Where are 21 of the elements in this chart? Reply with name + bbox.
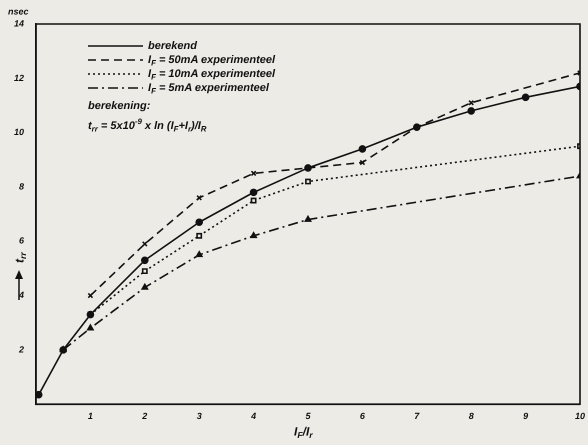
y-axis-title: trr: [12, 252, 28, 263]
text: nsec: [8, 6, 29, 16]
legend-label: berekend: [148, 40, 198, 52]
y-tick-label: 14: [14, 18, 24, 28]
y-tick-label: 12: [14, 72, 24, 83]
annotation: berekening:: [88, 100, 151, 112]
x-tick-label: 7: [414, 411, 420, 422]
y-tick-label: 2: [18, 344, 24, 354]
x-tick-label: 8: [468, 411, 474, 422]
x-tick-label: 1: [88, 411, 93, 422]
y-tick-label: 10: [14, 127, 24, 138]
x-tick-label: 2: [141, 411, 148, 422]
x-tick-label: 5: [305, 411, 312, 422]
y-tick-label: 6: [18, 236, 25, 246]
x-tick-label: 10: [574, 411, 585, 422]
x-tick-label: 9: [523, 411, 528, 422]
y-tick-label: 4: [18, 290, 24, 300]
y-tick-label: 8: [18, 181, 24, 192]
x-tick-label: 3: [196, 411, 202, 422]
x-tick-label: 6: [360, 411, 366, 422]
x-tick-label: 4: [250, 411, 256, 422]
